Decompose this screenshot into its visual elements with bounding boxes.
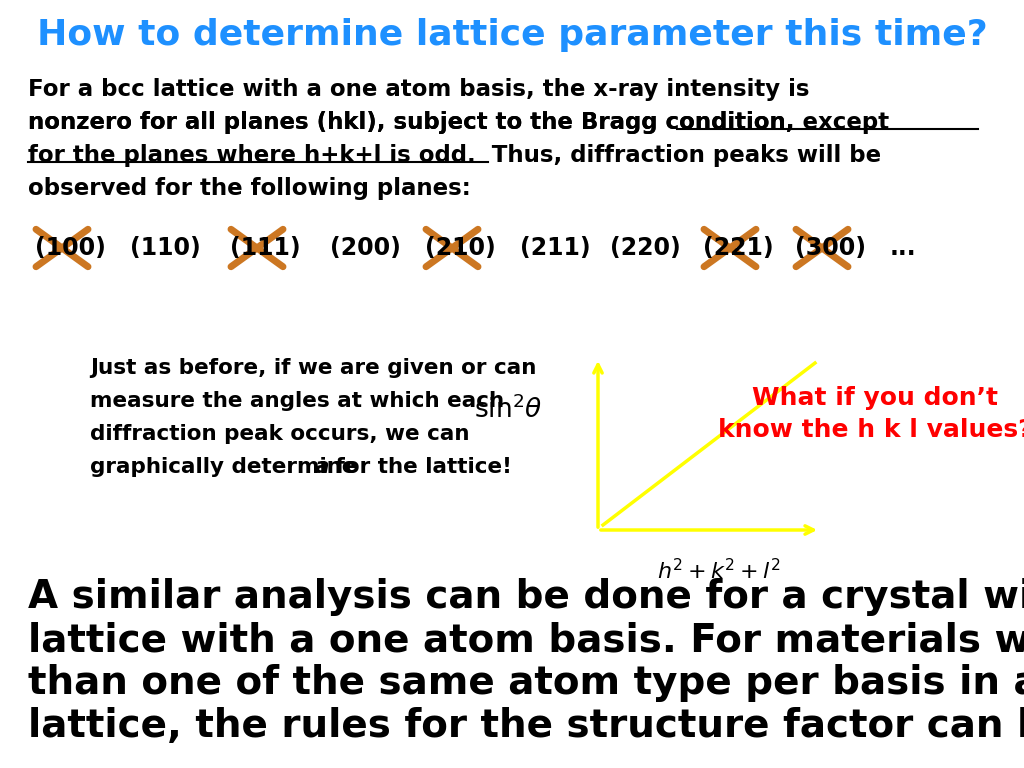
Text: for the planes where h+k+l is odd.  Thus, diffraction peaks will be: for the planes where h+k+l is odd. Thus,… [28,144,881,167]
Text: for the lattice!: for the lattice! [328,457,512,477]
Text: (110): (110) [130,236,201,260]
Text: $\sin^2\!\theta$: $\sin^2\!\theta$ [474,396,542,425]
Text: measure the angles at which each: measure the angles at which each [90,391,504,411]
Text: lattice, the rules for the structure factor can be modified.: lattice, the rules for the structure fac… [28,707,1024,745]
Text: than one of the same atom type per basis in a cubic: than one of the same atom type per basis… [28,664,1024,702]
Text: (300): (300) [795,236,866,260]
Text: (111): (111) [230,236,301,260]
Text: nonzero for all planes (hkl), subject to the Bragg condition,: nonzero for all planes (hkl), subject to… [28,111,803,134]
Text: know the h k l values?: know the h k l values? [718,418,1024,442]
Text: How to determine lattice parameter this time?: How to determine lattice parameter this … [37,18,987,52]
Text: (220): (220) [610,236,681,260]
Text: nonzero for all planes (hkl), subject to the Bragg condition, except: nonzero for all planes (hkl), subject to… [28,111,889,134]
Text: (210): (210) [425,236,496,260]
Text: graphically determine: graphically determine [90,457,364,477]
Text: diffraction peak occurs, we can: diffraction peak occurs, we can [90,424,469,444]
Text: A similar analysis can be done for a crystal with the fcc: A similar analysis can be done for a cry… [28,578,1024,616]
Text: (211): (211) [520,236,591,260]
Text: What if you don’t: What if you don’t [752,386,998,410]
Text: lattice with a one atom basis. For materials with more: lattice with a one atom basis. For mater… [28,621,1024,659]
Text: Just as before, if we are given or can: Just as before, if we are given or can [90,358,537,378]
Text: ...: ... [890,236,916,260]
Text: (100): (100) [35,236,105,260]
Text: a: a [315,457,330,477]
Text: $h^2+k^2+l^2$: $h^2+k^2+l^2$ [657,558,781,583]
Text: observed for the following planes:: observed for the following planes: [28,177,471,200]
Text: For a bcc lattice with a one atom basis, the x-ray intensity is: For a bcc lattice with a one atom basis,… [28,78,810,101]
Text: (200): (200) [330,236,400,260]
Text: (221): (221) [703,236,773,260]
